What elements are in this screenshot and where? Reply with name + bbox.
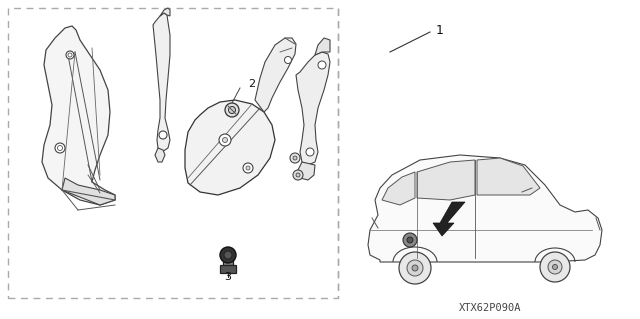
Polygon shape — [155, 148, 165, 162]
Polygon shape — [153, 13, 170, 152]
Text: 1: 1 — [436, 24, 444, 36]
Polygon shape — [185, 100, 275, 195]
Circle shape — [399, 252, 431, 284]
Polygon shape — [382, 172, 415, 205]
Polygon shape — [255, 38, 296, 112]
Polygon shape — [477, 158, 540, 195]
Polygon shape — [62, 178, 115, 205]
Polygon shape — [433, 202, 465, 236]
Circle shape — [219, 134, 231, 146]
Circle shape — [220, 247, 236, 263]
Bar — [8, 8, 338, 298]
Circle shape — [55, 143, 65, 153]
Circle shape — [548, 260, 562, 274]
Text: 3: 3 — [225, 272, 232, 282]
Circle shape — [412, 265, 418, 271]
Circle shape — [224, 251, 232, 259]
Circle shape — [306, 148, 314, 156]
Polygon shape — [315, 38, 330, 55]
Polygon shape — [298, 162, 315, 180]
Circle shape — [285, 56, 291, 63]
Circle shape — [293, 156, 297, 160]
Circle shape — [246, 166, 250, 170]
Polygon shape — [296, 52, 330, 165]
Polygon shape — [42, 26, 115, 205]
Circle shape — [66, 51, 74, 59]
Circle shape — [223, 137, 227, 143]
Circle shape — [228, 107, 236, 114]
Circle shape — [68, 53, 72, 57]
Circle shape — [403, 233, 417, 247]
Circle shape — [296, 173, 300, 177]
Circle shape — [159, 131, 167, 139]
Circle shape — [552, 264, 557, 270]
Circle shape — [540, 252, 570, 282]
Bar — [223, 255, 233, 265]
Circle shape — [225, 103, 239, 117]
Text: 2: 2 — [248, 79, 255, 89]
Circle shape — [407, 237, 413, 243]
Text: XTX62P090A: XTX62P090A — [459, 303, 521, 313]
Circle shape — [318, 61, 326, 69]
Bar — [220, 265, 236, 273]
Circle shape — [243, 163, 253, 173]
Polygon shape — [160, 8, 170, 16]
Polygon shape — [368, 155, 602, 262]
Polygon shape — [417, 160, 475, 200]
Circle shape — [58, 145, 63, 151]
Circle shape — [290, 153, 300, 163]
Circle shape — [407, 260, 423, 276]
Circle shape — [293, 170, 303, 180]
